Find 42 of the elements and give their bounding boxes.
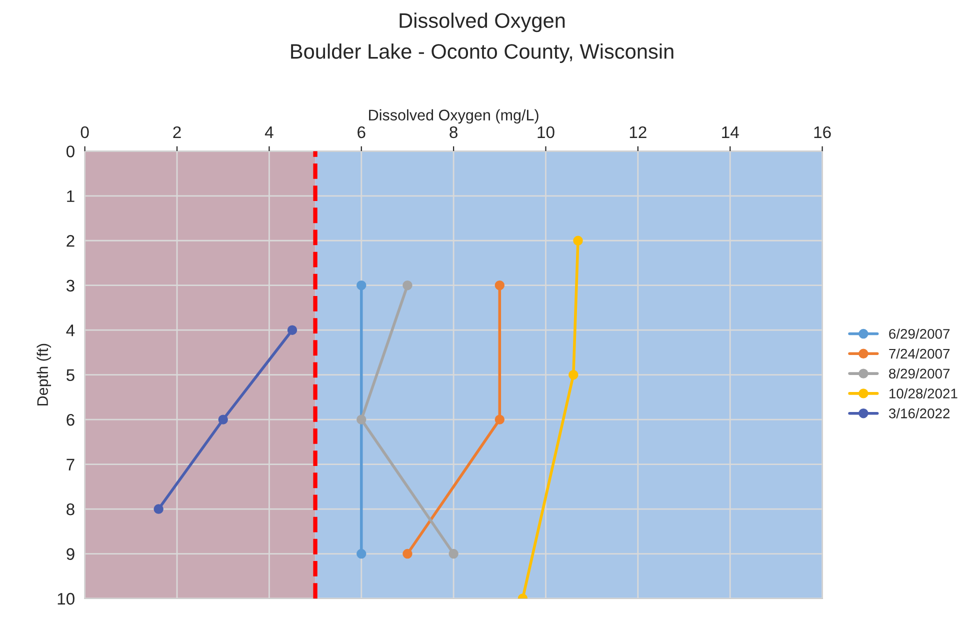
y-tick-label: 9 [66, 548, 74, 560]
point [568, 370, 578, 380]
x-tick-label: 4 [264, 126, 274, 138]
legend-label: 7/24/2007 [889, 348, 950, 359]
y-tick-label: 6 [66, 414, 74, 426]
point [402, 280, 412, 290]
legend-label: 3/16/2022 [888, 408, 950, 418]
y-tick-label: 3 [66, 280, 74, 292]
x-tick-label: 8 [450, 126, 458, 138]
y-tick-label: 2 [66, 235, 74, 247]
y-tick-label: 4 [66, 324, 75, 336]
chart-title: Dissolved Oxygen [400, 12, 565, 32]
x-axis-title: Dissolved Oxygen (mg/L) [369, 109, 538, 124]
x-tick-label: 6 [358, 126, 366, 138]
point [573, 236, 583, 246]
x-tick-label: 16 [814, 126, 831, 138]
y-axis-title: Depth (ft) [36, 344, 52, 406]
point [402, 548, 412, 559]
legend-label: 10/28/2021 [889, 388, 958, 398]
point [494, 280, 505, 290]
point [154, 504, 164, 514]
x-tick-label: 2 [173, 126, 181, 138]
y-tick-label: 0 [66, 146, 74, 158]
x-tick-label: 0 [80, 126, 89, 138]
point [356, 548, 366, 559]
y-tick-label: 7 [66, 458, 74, 470]
y-tick-label: 5 [66, 369, 74, 382]
chart-subtitle: Boulder Lake - Oconto County, Wisconsin [291, 44, 674, 63]
legend-label: 6/29/2007 [889, 328, 950, 339]
x-tick-label: 14 [722, 126, 739, 138]
x-tick-label: 10 [538, 126, 554, 138]
x-tick-label: 12 [630, 126, 646, 138]
point [448, 548, 458, 559]
point [356, 280, 366, 290]
y-tick-label: 10 [58, 592, 74, 605]
y-tick-label: 8 [66, 503, 74, 516]
point [287, 325, 298, 335]
legend-label: 8/29/2007 [889, 368, 950, 379]
point [356, 414, 366, 424]
y-tick-label: 1 [67, 190, 74, 202]
point [494, 414, 505, 424]
point [218, 414, 228, 424]
